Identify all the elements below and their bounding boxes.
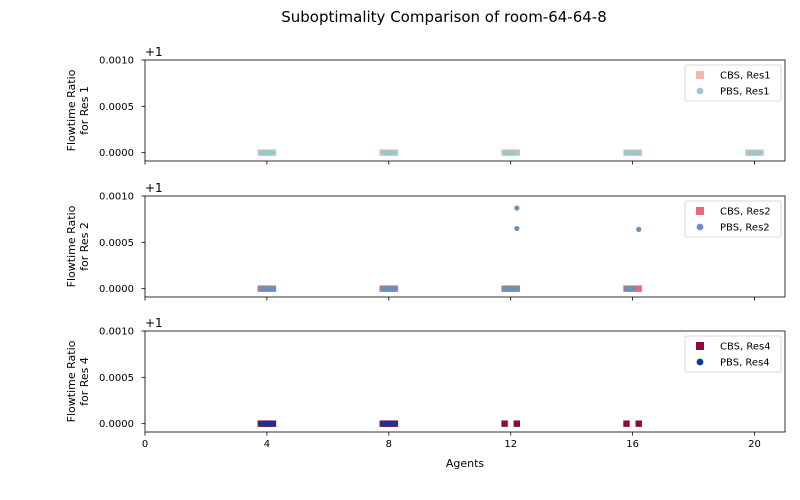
series-2 <box>258 205 642 292</box>
legend-marker <box>696 342 704 350</box>
x-axis-label: Agents <box>446 457 485 470</box>
legend: CBS, Res4 PBS, Res4 <box>684 335 782 373</box>
legend-marker <box>696 71 704 79</box>
data-point <box>636 150 642 156</box>
data-point <box>270 421 276 427</box>
chart-title: Suboptimality Comparison of room-64-64-8 <box>281 8 607 26</box>
data-point <box>635 285 642 292</box>
panel-1: +1 0.0000 0.0005 0.0010 Flowtime Ratiofor Re… <box>65 45 786 165</box>
x-tick-label: 16 <box>626 439 639 450</box>
legend: CBS, Res2 PBS, Res2 <box>684 200 782 238</box>
y-axis-label: Flowtime Ratiofor Res 1 <box>65 69 91 151</box>
data-point <box>630 286 636 292</box>
y-axis-label-line: for Res 1 <box>78 86 91 135</box>
y-axis-label-line: Flowtime Ratio <box>65 340 78 422</box>
x-tick-label: 0 <box>142 439 148 450</box>
legend-label: CBS, Res2 <box>720 207 771 218</box>
data-point <box>514 286 520 292</box>
data-point <box>501 420 508 427</box>
panel-3: +1 0.0000 0.0005 0.0010 0 4 8 12 16 20 Flowtime Ra… <box>65 316 786 450</box>
y-tick-label: 0.0010 <box>99 327 134 338</box>
x-tick-label: 8 <box>386 439 392 450</box>
legend-frame <box>684 335 782 373</box>
y-tick-label: 0.0010 <box>99 56 134 67</box>
legend-marker <box>696 207 704 215</box>
series-2 <box>258 150 764 156</box>
plot-frame <box>144 195 786 298</box>
data-point <box>392 286 398 292</box>
x-tick-label: 4 <box>264 439 270 450</box>
panel-2: +1 0.0000 0.0005 0.0010 Flowtime Ratiofor Re… <box>65 181 786 301</box>
legend-label: PBS, Res2 <box>720 223 770 234</box>
data-point <box>514 205 520 211</box>
legend-label: PBS, Res1 <box>720 87 770 98</box>
legend-marker <box>696 223 704 231</box>
y-tick-label: 0.0000 <box>99 148 134 159</box>
data-point <box>392 150 398 156</box>
data-point <box>513 420 521 427</box>
x-tick-label: 12 <box>504 439 517 450</box>
data-point <box>623 420 630 427</box>
y-axis-label-line: Flowtime Ratio <box>65 205 78 287</box>
legend: CBS, Res1 PBS, Res1 <box>684 64 782 102</box>
data-point <box>635 420 642 427</box>
plot-frame <box>144 59 786 162</box>
y-tick-label: 0.0010 <box>99 192 134 203</box>
series-1 <box>257 285 642 292</box>
y-axis-label: Flowtime Ratiofor Res 2 <box>65 205 91 287</box>
y-tick-label: 0.0000 <box>99 284 134 295</box>
y-tick-label: 0.0005 <box>99 238 134 249</box>
data-point <box>514 225 520 232</box>
data-point <box>392 421 398 427</box>
data-point <box>514 150 520 156</box>
y-tick-label: 0.0005 <box>99 102 134 113</box>
y-axis-label-line: for Res 2 <box>78 222 91 271</box>
x-tick-label: 20 <box>748 439 761 450</box>
data-point <box>270 150 276 156</box>
legend-label: CBS, Res4 <box>720 342 771 353</box>
legend-frame <box>684 64 782 102</box>
data-point <box>270 286 276 292</box>
legend-frame <box>684 200 782 238</box>
plot-frame <box>144 330 786 433</box>
data-point <box>636 226 642 232</box>
y-tick-label: 0.0000 <box>99 419 134 430</box>
series-2 <box>258 421 398 427</box>
legend-label: CBS, Res1 <box>720 71 771 82</box>
legend-label: PBS, Res4 <box>720 358 770 369</box>
offset-text: +1 <box>145 181 163 195</box>
y-axis-label: Flowtime Ratiofor Res 4 <box>65 340 91 422</box>
y-axis-label-line: Flowtime Ratio <box>65 69 78 151</box>
series-1 <box>257 420 642 427</box>
data-point <box>758 150 764 156</box>
legend-marker <box>696 358 704 366</box>
offset-text: +1 <box>145 316 163 330</box>
offset-text: +1 <box>145 45 163 59</box>
y-tick-label: 0.0005 <box>99 373 134 384</box>
legend-marker <box>696 87 704 95</box>
y-axis-label-line: for Res 4 <box>78 357 91 406</box>
